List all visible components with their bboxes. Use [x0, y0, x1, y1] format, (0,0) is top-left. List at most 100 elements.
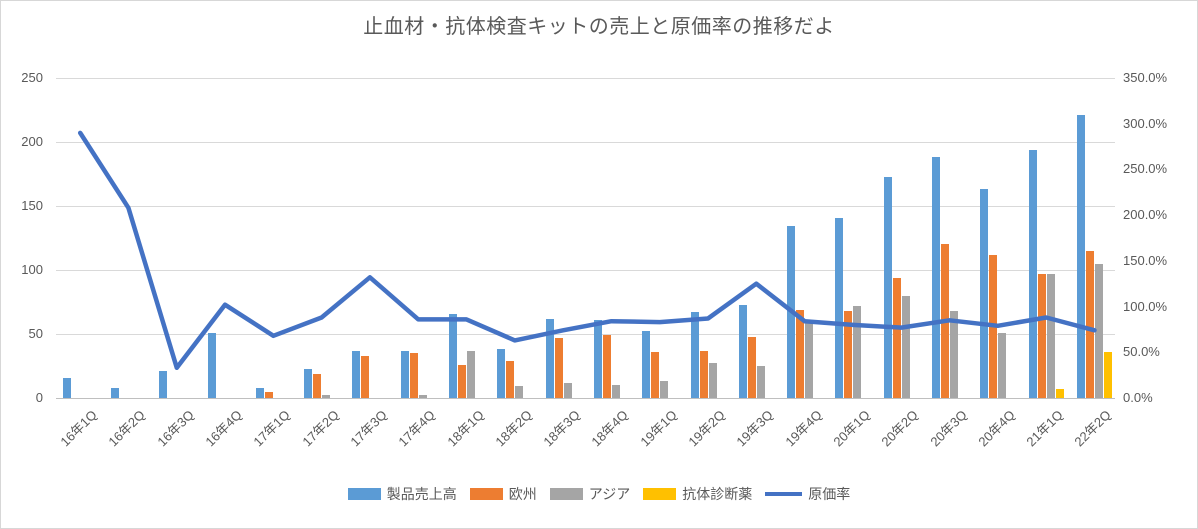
- bar-sales: [304, 368, 313, 398]
- bar-sales: [497, 349, 506, 398]
- x-axis-label: 17年4Q: [395, 407, 438, 450]
- gridline: [56, 78, 1115, 79]
- bar-sales: [593, 319, 602, 398]
- legend-item-asia: アジア: [549, 484, 631, 504]
- left-axis-tick-label: 100: [21, 262, 43, 277]
- x-axis-line: [56, 398, 1115, 399]
- chart-title: 止血材・抗体検査キットの売上と原価率の推移だよ: [363, 16, 835, 38]
- x-axis-label: 18年2Q: [492, 407, 535, 450]
- x-axis-label: 20年3Q: [926, 407, 970, 450]
- x-axis-label: 20年2Q: [878, 407, 921, 450]
- bar-europe: [1037, 273, 1046, 398]
- bar-sales: [159, 371, 168, 398]
- bar-europe: [941, 244, 950, 398]
- bar-europe: [747, 336, 756, 398]
- bar-europe: [989, 254, 998, 398]
- bar-sales: [980, 189, 989, 398]
- bar-asia: [563, 382, 572, 398]
- bar-europe: [361, 355, 370, 398]
- x-axis-label: 16年3Q: [154, 407, 197, 450]
- x-axis-label: 19年2Q: [685, 407, 728, 450]
- right-axis-tick-label: 100.0%: [1123, 298, 1168, 314]
- bar-sales: [932, 157, 941, 398]
- legend-swatch-antibody-kit: [643, 488, 677, 500]
- x-axis-label: 20年4Q: [975, 407, 1018, 450]
- x-axis-label: 19年3Q: [733, 407, 777, 450]
- bar-sales: [545, 318, 554, 398]
- bar-sales: [642, 331, 651, 398]
- gridline: [56, 206, 1115, 207]
- bar-europe: [651, 351, 660, 398]
- legend: 製品売上高 欧州 アジア 抗体診断薬 原価率: [1, 484, 1197, 504]
- bar-asia: [708, 363, 717, 398]
- right-axis-tick-label: 200.0%: [1123, 207, 1168, 223]
- bar-sales: [207, 332, 216, 398]
- x-axis-label: 19年1Q: [637, 407, 680, 450]
- x-axis-label: 17年1Q: [250, 407, 294, 450]
- bar-europe: [264, 391, 273, 398]
- bar-europe: [506, 360, 515, 398]
- bar-europe: [313, 373, 322, 398]
- bar-europe: [409, 353, 418, 398]
- bar-europe: [892, 277, 901, 398]
- bar-asia: [322, 395, 331, 398]
- right-axis-tick-label: 350.0%: [1123, 70, 1168, 85]
- bar-asia: [1046, 273, 1055, 398]
- legend-item-cost-rate: 原価率: [765, 484, 850, 504]
- bar-sales: [738, 304, 747, 398]
- bar-asia: [515, 386, 524, 398]
- left-axis-tick-label: 50: [28, 326, 43, 341]
- bar-antibody-kit: [1055, 389, 1064, 398]
- legend-label: 欧州: [508, 486, 537, 502]
- bar-asia: [853, 305, 862, 398]
- legend-swatch-sales: [347, 488, 381, 500]
- right-axis-tick-label: 300.0%: [1123, 115, 1168, 131]
- bar-asia: [950, 310, 959, 398]
- legend-label: 原価率: [808, 486, 851, 502]
- left-axis-tick-label: 0: [35, 390, 43, 405]
- bar-europe: [699, 350, 708, 398]
- right-axis-tick-label: 250.0%: [1123, 161, 1168, 177]
- bar-asia: [901, 295, 910, 398]
- bar-sales: [400, 350, 409, 398]
- bar-europe: [458, 364, 467, 398]
- bar-europe: [1085, 250, 1094, 398]
- bar-asia: [805, 322, 814, 398]
- legend-swatch-europe: [469, 488, 503, 500]
- legend-label: 抗体診断薬: [682, 486, 753, 502]
- legend-item-antibody-kit: 抗体診断薬: [643, 484, 752, 504]
- bar-sales: [110, 387, 119, 398]
- x-axis-label: 18年4Q: [588, 407, 632, 450]
- bar-asia: [998, 332, 1007, 398]
- x-axis-label: 17年3Q: [347, 407, 390, 450]
- bar-asia: [611, 385, 620, 398]
- bar-europe: [602, 335, 611, 398]
- legend-label: 製品売上高: [386, 486, 457, 502]
- legend-item-sales: 製品売上高: [347, 484, 457, 504]
- x-axis-label: 19年4Q: [782, 407, 825, 450]
- bar-asia: [467, 350, 476, 398]
- bar-asia: [1094, 263, 1103, 398]
- bar-sales: [1028, 149, 1037, 398]
- x-axis-label: 21年1Q: [1023, 407, 1066, 450]
- bar-europe: [554, 337, 563, 398]
- x-axis-label: 16年1Q: [57, 407, 100, 450]
- bar-sales: [835, 217, 844, 398]
- bar-asia: [418, 395, 427, 398]
- legend-swatch-cost-rate: [765, 492, 803, 496]
- legend-swatch-asia: [549, 488, 583, 500]
- bar-sales: [449, 313, 458, 398]
- bar-sales: [255, 387, 264, 398]
- x-axis-label: 16年2Q: [105, 407, 149, 450]
- bar-antibody-kit: [1103, 351, 1112, 398]
- x-axis-label: 16年4Q: [202, 407, 245, 450]
- left-axis-tick-label: 150: [21, 198, 43, 213]
- bar-sales: [62, 377, 71, 398]
- legend-label: アジア: [588, 486, 631, 502]
- bar-sales: [787, 226, 796, 398]
- bar-sales: [690, 312, 699, 398]
- bar-europe: [796, 309, 805, 398]
- right-axis-tick-label: 150.0%: [1123, 252, 1168, 268]
- x-axis-label: 18年3Q: [540, 407, 583, 450]
